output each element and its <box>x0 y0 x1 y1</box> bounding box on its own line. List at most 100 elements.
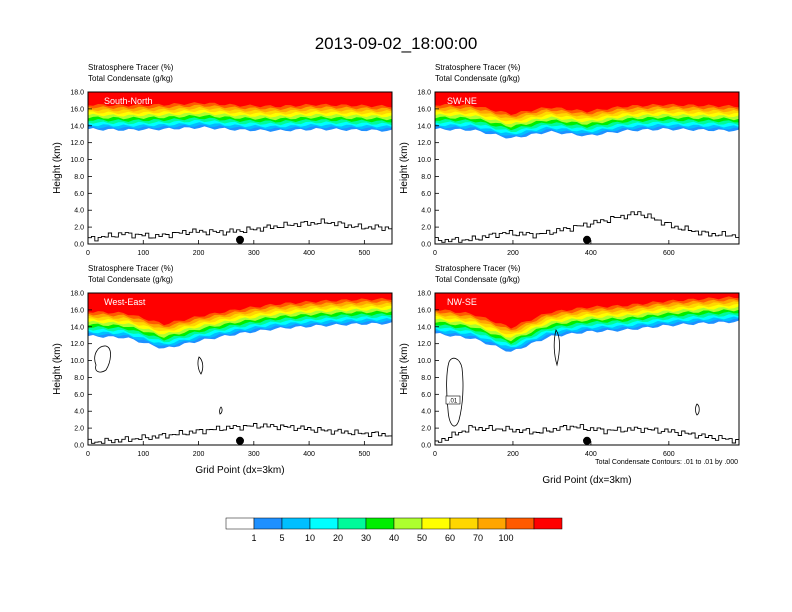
plot-frame <box>87 91 393 245</box>
y-tick-label: 12.0 <box>417 140 431 147</box>
panel-subtitle-tracer: Stratosphere Tracer (%) <box>435 63 521 72</box>
y-tick-label: 10.0 <box>417 157 431 164</box>
colorbar-box <box>449 517 479 530</box>
x-tick-label: 100 <box>137 250 149 257</box>
x-tick-label: 400 <box>303 451 315 458</box>
y-tick-label: 8.0 <box>74 174 84 181</box>
panel-subtitle-tracer: Stratosphere Tracer (%) <box>88 264 174 273</box>
y-tick-label: 16.0 <box>417 106 431 113</box>
y-tick-label: 4.0 <box>421 208 431 215</box>
terrain-line <box>435 211 740 243</box>
y-tick-label: 0.0 <box>74 443 84 450</box>
x-tick-label: 600 <box>663 250 675 257</box>
y-tick-label: 8.0 <box>74 375 84 382</box>
colorbar-label: 30 <box>361 533 371 543</box>
x-tick-label: 100 <box>137 451 149 458</box>
y-ticks: 0.0 2.0 4.0 6.0 8.0 10.0 12.0 14.0 16.0 18.0 <box>70 90 92 249</box>
y-tick-label: 4.0 <box>74 409 84 416</box>
y-tick-label: 18.0 <box>70 90 84 97</box>
y-ticks: 0.0 2.0 4.0 6.0 8.0 10.0 12.0 14.0 16.0 18.0 <box>417 291 439 450</box>
tracer-band <box>435 92 739 115</box>
colorbar-box <box>393 517 423 530</box>
tracer-band <box>435 293 739 329</box>
colorbar-box <box>477 517 507 530</box>
colorbar-label: 20 <box>333 533 343 543</box>
y-tick-label: 2.0 <box>74 225 84 232</box>
x-tick-label: 600 <box>663 451 675 458</box>
x-tick-label: 0 <box>433 451 437 458</box>
tracer-band <box>88 92 392 108</box>
condensate-contour <box>446 329 700 427</box>
y-axis-label: Height (km) <box>399 142 410 194</box>
x-tick-label: 200 <box>507 451 519 458</box>
colorbar-box <box>225 517 255 530</box>
condensate-contour <box>94 345 223 415</box>
panel-label: West-East <box>104 297 146 307</box>
y-tick-label: 0.0 <box>421 443 431 450</box>
panel-nw-se: Stratosphere Tracer (%) Total Condensate… <box>399 264 740 486</box>
y-tick-label: 4.0 <box>74 208 84 215</box>
y-tick-label: 10.0 <box>417 358 431 365</box>
colorbar-label: 1 <box>251 533 256 543</box>
panel-sw-ne: Stratosphere Tracer (%) Total Condensate… <box>399 63 740 257</box>
x-axis-label: Grid Point (dx=3km) <box>195 465 284 476</box>
tracer-field <box>88 293 392 349</box>
contour-note: Total Condensate Contours: .01 to .01 by… <box>595 459 738 466</box>
y-tick-label: 10.0 <box>70 157 84 164</box>
x-tick-label: 0 <box>86 250 90 257</box>
y-tick-label: 18.0 <box>70 291 84 298</box>
location-marker <box>583 436 591 445</box>
location-marker <box>236 436 244 445</box>
x-ticks: 0 100 200 300 400 500 <box>86 441 370 458</box>
y-axis-label: Height (km) <box>399 343 410 395</box>
tracer-field <box>88 92 392 132</box>
x-tick-label: 500 <box>359 451 371 458</box>
y-tick-label: 8.0 <box>421 174 431 181</box>
x-tick-label: 300 <box>248 451 260 458</box>
plot-frame <box>434 292 740 446</box>
plot-frame <box>87 292 393 446</box>
panel-label: NW-SE <box>447 297 477 307</box>
y-tick-label: 0.0 <box>421 242 431 249</box>
y-tick-label: 2.0 <box>421 426 431 433</box>
panel-subtitle-tracer: Stratosphere Tracer (%) <box>435 264 521 273</box>
y-tick-label: 16.0 <box>70 106 84 113</box>
y-tick-label: 12.0 <box>70 341 84 348</box>
panel-subtitle-condensate: Total Condensate (g/kg) <box>435 74 520 83</box>
x-tick-label: 200 <box>193 451 205 458</box>
x-tick-label: 200 <box>507 250 519 257</box>
colorbar-box <box>533 517 563 530</box>
figure-title: 2013-09-02_18:00:00 <box>315 34 478 53</box>
panel-west-east: Stratosphere Tracer (%) Total Condensate… <box>52 264 393 476</box>
y-tick-label: 10.0 <box>70 358 84 365</box>
y-tick-label: 16.0 <box>417 307 431 314</box>
panel-subtitle-condensate: Total Condensate (g/kg) <box>88 74 173 83</box>
tracer-band <box>88 293 392 326</box>
tracer-field <box>435 92 739 139</box>
x-tick-label: 400 <box>303 250 315 257</box>
y-ticks: 0.0 2.0 4.0 6.0 8.0 10.0 12.0 14.0 16.0 18.0 <box>70 291 92 450</box>
x-ticks: 0 200 400 600 <box>433 240 675 257</box>
panel-label: South-North <box>104 96 153 106</box>
colorbar-box <box>281 517 311 530</box>
terrain-line <box>435 424 740 444</box>
x-tick-label: 0 <box>86 451 90 458</box>
x-tick-label: 200 <box>193 250 205 257</box>
panel-subtitle-tracer: Stratosphere Tracer (%) <box>88 63 174 72</box>
y-tick-label: 18.0 <box>417 90 431 97</box>
y-tick-label: 14.0 <box>417 123 431 130</box>
y-tick-label: 12.0 <box>70 140 84 147</box>
y-tick-label: 4.0 <box>421 409 431 416</box>
x-ticks: 0 200 400 600 <box>433 441 675 458</box>
x-tick-label: 400 <box>585 250 597 257</box>
panel-south-north: Stratosphere Tracer (%) Total Condensate… <box>52 63 393 257</box>
y-tick-label: 14.0 <box>417 324 431 331</box>
location-marker <box>583 235 591 244</box>
colorbar-label: 50 <box>417 533 427 543</box>
colorbar-box <box>365 517 395 530</box>
y-axis-label: Height (km) <box>52 142 63 194</box>
colorbar-label: 10 <box>305 533 315 543</box>
colorbar: 1 5 10 20 30 40 50 60 70 100 <box>225 517 563 543</box>
colorbar-label: 5 <box>279 533 284 543</box>
colorbar-label: 100 <box>498 533 513 543</box>
